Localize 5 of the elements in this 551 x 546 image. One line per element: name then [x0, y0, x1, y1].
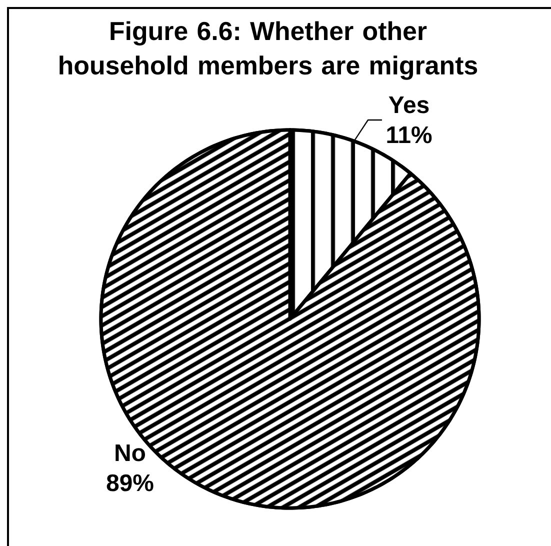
- data-label: 11%: [387, 126, 432, 144]
- slice-label: No: [116, 444, 145, 462]
- chart-title: Figure 6.6: Whether other household members are migrants: [60, 21, 478, 80]
- slice-label: Yes: [388, 96, 429, 114]
- data-label: 89%: [106, 474, 154, 492]
